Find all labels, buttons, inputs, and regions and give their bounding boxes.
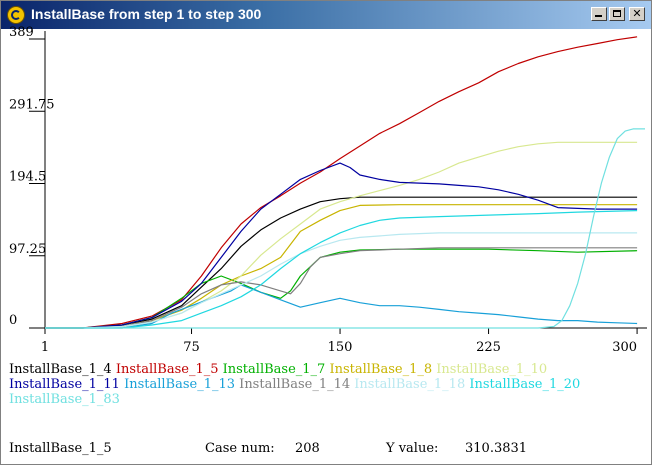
legend-row: InstallBase_1_83: [9, 392, 649, 407]
status-series-name: InstallBase_1_5: [9, 441, 112, 456]
series-line-installbase-1-83: [45, 128, 645, 329]
status-case-value: 208: [295, 441, 320, 456]
status-y-label: Y value:: [386, 441, 439, 456]
legend-row: InstallBase_1_11 InstallBase_1_13 Instal…: [9, 377, 649, 392]
minimize-button[interactable]: [591, 7, 607, 21]
series-line-installbase-1-18: [45, 232, 638, 329]
series-line-installbase-1-14: [45, 247, 638, 329]
y-tick-label: 0: [9, 313, 17, 328]
legend-item[interactable]: InstallBase_1_13: [119, 377, 236, 392]
legend-item[interactable]: InstallBase_1_5: [111, 362, 219, 377]
minimize-icon: [595, 15, 602, 17]
series-line-installbase-1-7: [45, 248, 638, 329]
series-line-installbase-1-11: [45, 162, 638, 329]
series-line-installbase-1-10: [45, 141, 638, 329]
series-line-installbase-1-5: [45, 36, 638, 329]
legend-item[interactable]: InstallBase_1_83: [9, 392, 120, 407]
legend-item[interactable]: InstallBase_1_11: [9, 377, 120, 392]
legend-item[interactable]: InstallBase_1_10: [432, 362, 548, 377]
app-logo-icon[interactable]: [7, 6, 25, 24]
x-tick-label: 150: [328, 340, 353, 355]
series-line-installbase-1-8: [45, 204, 638, 329]
close-button[interactable]: ✕: [629, 7, 645, 21]
series-line-installbase-1-20: [45, 210, 638, 329]
x-tick-label: 300: [612, 340, 637, 355]
series-line-installbase-1-13: [45, 284, 638, 329]
x-tick-label: 75: [183, 340, 200, 355]
x-tick-label: 225: [476, 340, 501, 355]
y-tick-label: 291.75: [9, 97, 55, 112]
title-bar[interactable]: InstallBase from step 1 to step 300 ✕: [1, 1, 651, 29]
legend-item[interactable]: InstallBase_1_8: [325, 362, 433, 377]
line-chart[interactable]: 389 291.75 194.5 97.25 0 1 75 150 225 300: [1, 1, 652, 361]
y-tick-label: 389: [9, 25, 34, 40]
series-line-installbase-1-4: [45, 196, 638, 329]
x-tick-label: 1: [41, 340, 49, 355]
window-title: InstallBase from step 1 to step 300: [31, 6, 262, 22]
maximize-button[interactable]: [609, 7, 625, 21]
y-tick-label: 97.25: [9, 242, 46, 257]
legend-item[interactable]: InstallBase_1_14: [235, 377, 351, 392]
legend-item[interactable]: InstallBase_1_4: [9, 362, 112, 377]
close-icon: ✕: [632, 7, 642, 20]
legend-row: InstallBase_1_4 InstallBase_1_5 InstallB…: [9, 362, 649, 377]
maximize-icon: [613, 10, 621, 17]
status-y-value: 310.3831: [465, 441, 528, 456]
status-case-label: Case num:: [205, 441, 275, 456]
legend-item[interactable]: InstallBase_1_7: [218, 362, 326, 377]
legend-item[interactable]: InstallBase_1_18: [350, 377, 466, 392]
y-tick-label: 194.5: [9, 170, 46, 185]
chart-legend: InstallBase_1_4 InstallBase_1_5 InstallB…: [9, 362, 649, 407]
legend-item[interactable]: InstallBase_1_20: [465, 377, 581, 392]
